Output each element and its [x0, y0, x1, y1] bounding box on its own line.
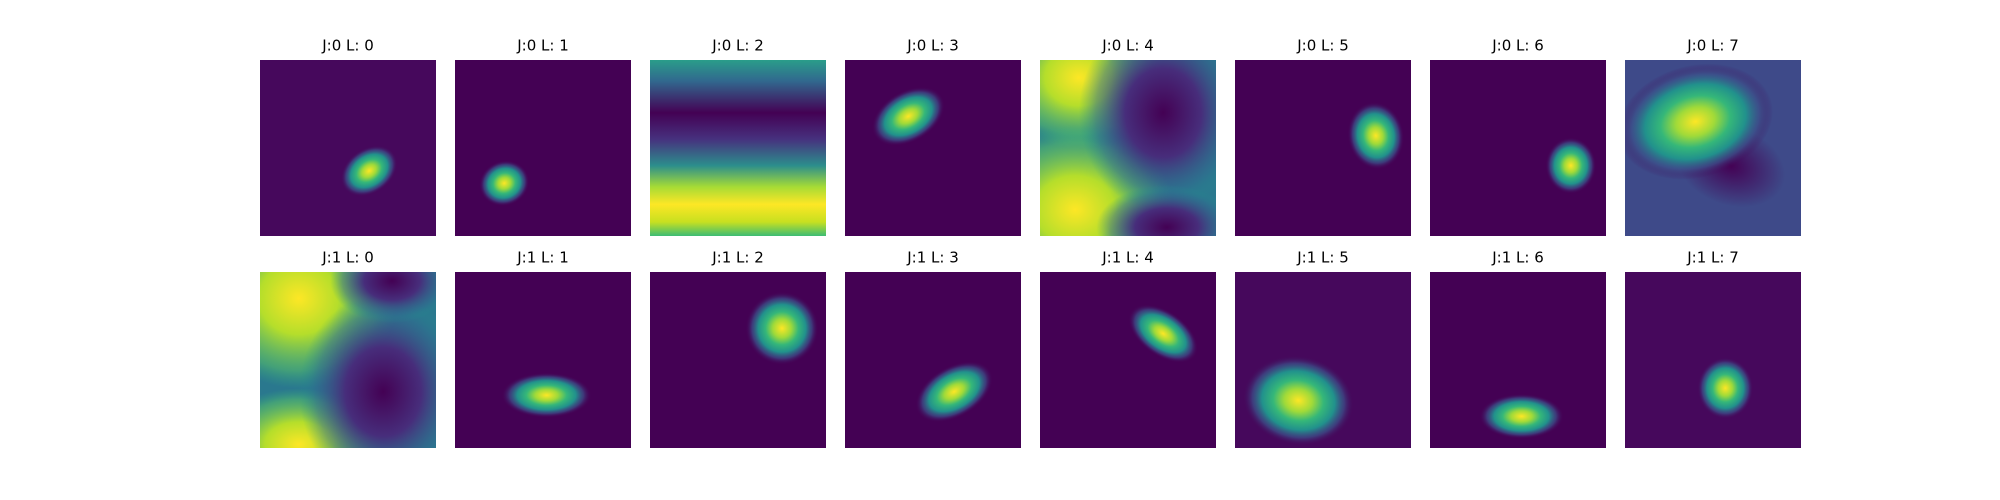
heatmap-blob — [1347, 102, 1405, 170]
panel-title: J:1 L: 1 — [516, 249, 569, 267]
heatmap — [1235, 60, 1411, 236]
image-panel: J:0 L: 3 — [845, 37, 1021, 236]
heatmap — [1625, 60, 1801, 236]
heatmap — [845, 272, 1021, 448]
heatmap-blob — [1545, 137, 1597, 194]
panel-title: J:0 L: 0 — [321, 37, 374, 55]
image-panel: J:0 L: 2 — [650, 37, 826, 236]
heatmap-blob — [915, 361, 993, 423]
image-panel: J:0 L: 4 — [1040, 37, 1216, 236]
panel-title: J:1 L: 5 — [1296, 249, 1349, 267]
heatmap-background — [650, 60, 826, 236]
image-panel: J:0 L: 6 — [1430, 37, 1606, 236]
image-panel: J:1 L: 7 — [1625, 249, 1801, 448]
panel-title: J:1 L: 2 — [711, 249, 764, 267]
heatmap — [455, 272, 631, 448]
heatmap-blob — [745, 291, 819, 365]
heatmap-background — [455, 272, 631, 448]
heatmap-background — [1625, 272, 1801, 448]
heatmap — [1040, 60, 1216, 236]
heatmap-blob — [330, 272, 436, 324]
heatmap — [260, 60, 436, 236]
image-panel: J:0 L: 0 — [260, 37, 436, 236]
image-panel: J:1 L: 5 — [1235, 249, 1411, 448]
panel-title: J:1 L: 4 — [1101, 249, 1154, 267]
heatmap-blob — [479, 160, 530, 207]
image-panel: J:1 L: 6 — [1430, 249, 1606, 448]
heatmap-blob — [1078, 60, 1216, 212]
heatmap — [650, 272, 826, 448]
heatmap — [1235, 272, 1411, 448]
heatmap — [260, 272, 436, 448]
heatmap-background — [455, 60, 631, 236]
image-panel: J:1 L: 2 — [650, 249, 826, 448]
heatmap-blob — [1096, 184, 1216, 236]
heatmap — [1625, 272, 1801, 448]
heatmap — [1430, 60, 1606, 236]
panel-title: J:1 L: 6 — [1491, 249, 1544, 267]
image-panel: J:1 L: 4 — [1040, 249, 1216, 448]
panel-title: J:0 L: 3 — [906, 37, 959, 55]
image-panel: J:0 L: 5 — [1235, 37, 1411, 236]
heatmap — [1040, 272, 1216, 448]
panel-title: J:0 L: 7 — [1686, 37, 1739, 55]
heatmap-blob — [298, 293, 436, 448]
heatmap-blob — [1479, 393, 1564, 439]
panel-title: J:1 L: 0 — [321, 249, 374, 267]
heatmap-background — [260, 60, 436, 236]
heatmap-blob — [1128, 304, 1198, 363]
panel-title: J:1 L: 3 — [906, 249, 959, 267]
panel-title: J:0 L: 4 — [1101, 37, 1154, 55]
heatmap — [455, 60, 631, 236]
heatmap-background — [845, 60, 1021, 236]
heatmap-blob — [1242, 355, 1355, 446]
heatmap-blob — [340, 145, 398, 197]
heatmap — [1430, 272, 1606, 448]
heatmap — [845, 60, 1021, 236]
heatmap-blob — [501, 372, 592, 418]
panel-title: J:1 L: 7 — [1686, 249, 1739, 267]
image-panel: J:1 L: 3 — [845, 249, 1021, 448]
image-panel: J:1 L: 0 — [260, 249, 436, 448]
image-panel: J:1 L: 1 — [455, 249, 631, 448]
heatmap-blob — [1697, 357, 1754, 420]
panel-title: J:0 L: 1 — [516, 37, 569, 55]
image-panel: J:0 L: 7 — [1625, 37, 1801, 236]
heatmap-blob — [1625, 63, 1773, 180]
panel-title: J:0 L: 6 — [1491, 37, 1544, 55]
heatmap — [650, 60, 826, 236]
heatmap-blob — [871, 86, 945, 146]
panel-title: J:0 L: 2 — [711, 37, 764, 55]
image-panel: J:0 L: 1 — [455, 37, 631, 236]
panel-title: J:0 L: 5 — [1296, 37, 1349, 55]
